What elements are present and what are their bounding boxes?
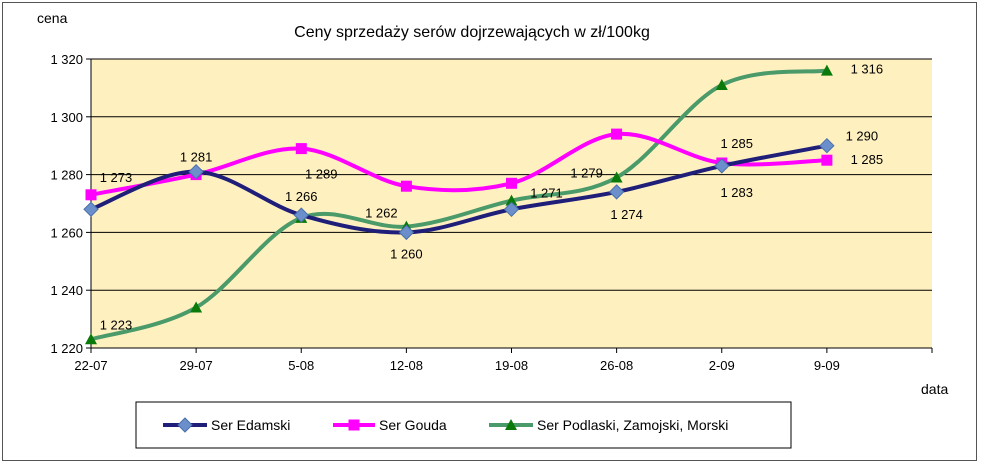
data-point (85, 333, 97, 345)
data-label: 1 279 (570, 165, 603, 180)
legend-label: Ser Podlaski, Zamojski, Morski (537, 417, 728, 433)
data-label: 1 316 (851, 62, 884, 77)
legend-label: Ser Edamski (211, 417, 290, 433)
legend-swatch-marker (177, 417, 193, 433)
series-line (89, 68, 829, 342)
y-tick-label: 1 220 (50, 341, 83, 356)
y-tick-label: 1 320 (50, 52, 83, 67)
x-tick-label: 5-08 (288, 358, 314, 373)
x-tick-label: 9-09 (814, 358, 840, 373)
x-tick-label: 22-07 (74, 358, 107, 373)
data-point (398, 224, 415, 241)
series-line (89, 131, 829, 197)
legend: Ser Edamski Ser Gouda Ser Podlaski, Zamojs… (135, 401, 792, 449)
data-point (714, 158, 730, 174)
data-point (506, 177, 517, 189)
data-label: 1 285 (851, 152, 884, 167)
data-point (503, 201, 520, 218)
x-axis-label: data (921, 381, 948, 397)
series-line (89, 143, 829, 235)
x-tick-label: 26-08 (600, 358, 633, 373)
x-tick-label: 19-08 (495, 358, 528, 373)
x-tick-label: 12-08 (390, 358, 423, 373)
data-point (821, 154, 833, 166)
data-point (715, 79, 728, 90)
y-axis-label: cena (37, 10, 68, 26)
data-label: 1 223 (100, 317, 133, 332)
axes-layer: 1 220 1 240 1 260 1 280 1 300 1 320 22-07 29-07… (50, 52, 933, 373)
grid-layer (91, 58, 932, 291)
data-label: 1 283 (720, 185, 753, 200)
data-label: 1 266 (285, 189, 318, 204)
legend-swatch-marker (348, 419, 360, 431)
x-tick-label: 29-07 (180, 358, 213, 373)
data-label: 1 281 (180, 150, 213, 165)
data-labels-layer: 1 281 1 266 1 260 1 274 1 283 1 290 1 273 1 289… (100, 62, 883, 333)
data-point (188, 163, 204, 180)
legend-label: Ser Gouda (379, 417, 447, 433)
data-label: 1 274 (610, 207, 643, 222)
data-label: 1 290 (846, 129, 879, 144)
legend-box (135, 401, 792, 449)
data-point (190, 301, 203, 313)
data-label: 1 271 (530, 186, 563, 201)
data-point (608, 184, 625, 200)
y-tick-label: 1 280 (50, 168, 83, 183)
x-tick-label: 2-09 (709, 358, 735, 373)
data-point (295, 143, 307, 155)
data-label: 1 285 (720, 136, 753, 151)
data-point (85, 189, 97, 201)
data-label: 1 262 (365, 206, 398, 221)
chart-title: Ceny sprzedaży serów dojrzewających w zł… (294, 24, 650, 41)
data-point (611, 128, 623, 140)
series-layer (83, 64, 835, 345)
y-tick-label: 1 240 (50, 283, 83, 298)
data-label: 1 273 (100, 170, 133, 185)
data-label: 1 289 (305, 167, 338, 182)
data-point (610, 171, 623, 183)
data-point (83, 201, 99, 218)
y-tick-label: 1 300 (50, 110, 83, 125)
legend-swatch-marker (505, 419, 517, 430)
data-point (820, 64, 833, 76)
data-label: 1 260 (390, 246, 423, 261)
y-tick-label: 1 260 (50, 225, 83, 240)
data-point (400, 180, 412, 192)
data-point (293, 207, 310, 223)
data-point (819, 137, 835, 154)
data-point (505, 194, 518, 206)
